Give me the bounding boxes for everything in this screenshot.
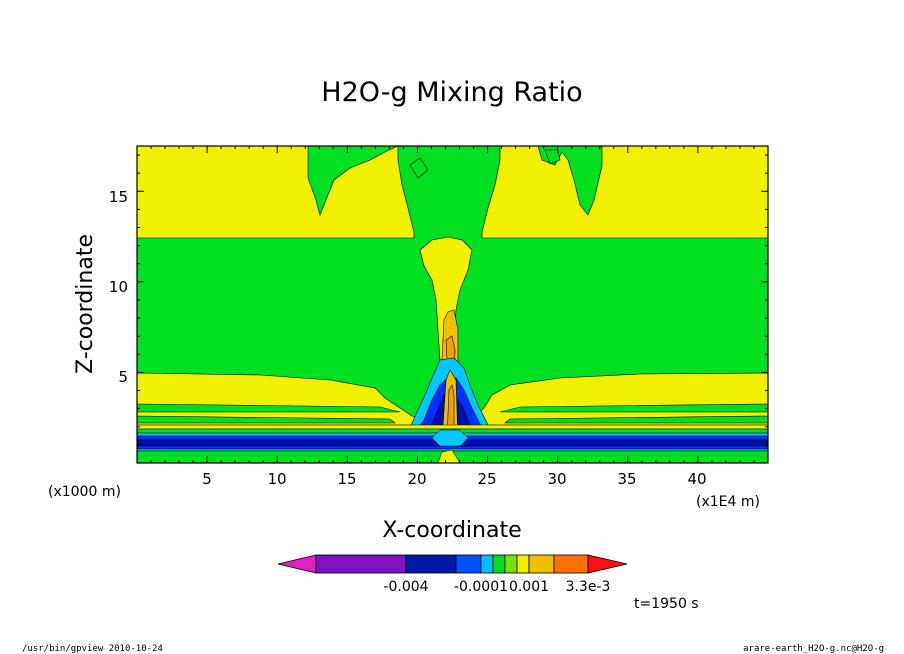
colorbar-segment (504, 554, 518, 574)
colorbar-label: 3.3e-3 (566, 579, 611, 595)
colorbar-labels: -0.004 -0.0001 0.001 3.3e-3 (383, 579, 610, 595)
colorbar (277, 554, 628, 574)
plot-area (136, 145, 769, 464)
colorbar-segment (405, 554, 457, 574)
y-tick-label: 10 (109, 278, 128, 296)
x-tick-label: 35 (617, 470, 636, 488)
footer-right: arare-earth_H2O-g.nc@H2O-g (743, 644, 884, 654)
y-unit-label: (x1000 m) (48, 484, 121, 500)
x-tick-label: 5 (202, 470, 212, 488)
upper-yellow-band (137, 146, 415, 239)
x-tick-label: 30 (547, 470, 566, 488)
colorbar-left-arrow (277, 554, 317, 574)
colorbar-segment (516, 554, 530, 574)
band-light-yellow (137, 424, 768, 430)
colorbar-segment (480, 554, 494, 574)
plot-frame (136, 145, 769, 464)
colorbar-label: -0.0001 (454, 579, 508, 595)
upper-yellow-band-right (481, 146, 768, 239)
x-tick-label: 40 (687, 470, 706, 488)
x-tick-label: 20 (407, 470, 426, 488)
colorbar-segment (528, 554, 555, 574)
y-tick-label: 5 (118, 368, 128, 386)
x-tick-labels: 5 10 15 20 25 30 35 40 (202, 470, 706, 488)
colorbar-segment (315, 554, 407, 574)
colorbar-right-arrow (587, 554, 628, 574)
footer-left: /usr/bin/gpview 2010-10-24 (22, 644, 163, 654)
y-axis-label: Z-coordinate (73, 234, 98, 374)
time-label: t=1950 s (634, 596, 699, 612)
colorbar-label: 0.001 (509, 579, 549, 595)
colorbar-segment (553, 554, 589, 574)
x-tick-label: 10 (267, 470, 286, 488)
colorbar-segment (455, 554, 482, 574)
colorbar-segment (492, 554, 506, 574)
x-unit-label: (x1E4 m) (696, 494, 760, 510)
y-tick-label: 15 (109, 188, 128, 206)
x-tick-label: 15 (337, 470, 356, 488)
x-tick-label: 25 (477, 470, 496, 488)
colorbar-label: -0.004 (383, 579, 428, 595)
x-axis-label: X-coordinate (382, 518, 521, 543)
chart-title: H2O-g Mixing Ratio (321, 77, 582, 108)
y-tick-labels: 5 10 15 (109, 188, 128, 386)
axis-ticks (136, 146, 769, 464)
